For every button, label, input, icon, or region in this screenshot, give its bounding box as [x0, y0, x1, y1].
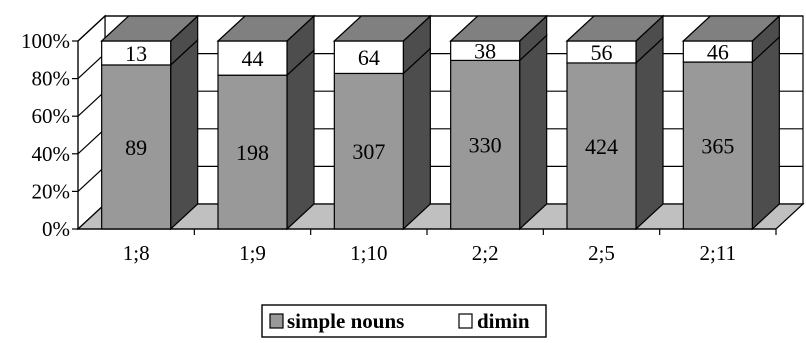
gridline-side — [77, 90, 106, 117]
data-label-dimin: 46 — [707, 40, 729, 65]
bar-top — [681, 15, 781, 42]
bar-group: 307 64 — [332, 14, 432, 231]
y-tick-label: 20% — [32, 179, 71, 203]
x-tick-label: 2;11 — [700, 241, 737, 265]
bar-simple-nouns-side — [286, 48, 315, 231]
gridline-side — [77, 128, 106, 155]
bar-top — [565, 15, 665, 42]
x-tick-label: 2;5 — [588, 241, 615, 265]
x-tick-label: 2;2 — [472, 241, 499, 265]
bar-simple-nouns — [566, 36, 664, 231]
gridline-side — [77, 53, 106, 80]
bar-simple-nouns — [450, 34, 548, 231]
data-label-dimin: 56 — [591, 40, 613, 65]
data-label-simple-nouns: 307 — [352, 139, 385, 164]
legend-swatch-dimin — [458, 313, 473, 329]
data-label-simple-nouns: 89 — [125, 135, 147, 160]
x-axis: 1;8 1;9 1;10 2;2 2;5 2;11 — [78, 228, 777, 265]
bar-simple-nouns-side — [751, 35, 780, 231]
bar-top — [100, 15, 200, 42]
y-tick-label: 60% — [32, 104, 71, 128]
bar-simple-nouns-side — [519, 34, 548, 231]
side-wall — [77, 14, 106, 231]
data-label-dimin: 44 — [242, 46, 264, 71]
bar-dimin — [682, 14, 780, 64]
y-tick-label: 0% — [42, 217, 70, 241]
legend-label-simple-nouns: simple nouns — [287, 309, 404, 333]
bar-dimin — [333, 14, 431, 75]
bar-top — [332, 15, 432, 42]
bar-simple-nouns-front — [101, 64, 172, 230]
x-tick-label: 1;8 — [123, 241, 150, 265]
bar-simple-nouns-front — [217, 74, 288, 230]
gridline-side — [77, 165, 106, 192]
legend: simple nouns dimin — [261, 304, 547, 338]
bar-simple-nouns-side — [170, 38, 199, 231]
y-tick-label: 40% — [32, 142, 71, 166]
bar-group: 198 44 — [216, 14, 316, 231]
y-axis: 0% 20% 40% 60% 80% 100% — [21, 29, 79, 241]
bar-dimin — [217, 14, 315, 77]
y-tick-label: 80% — [32, 67, 71, 91]
bar-top — [449, 15, 549, 42]
bar-group: 365 46 — [681, 14, 781, 231]
data-label-dimin: 13 — [125, 41, 147, 66]
bar-simple-nouns-front — [566, 62, 637, 230]
data-label-dimin: 38 — [474, 39, 496, 64]
bar-dimin-front — [217, 40, 288, 76]
data-label-simple-nouns: 330 — [469, 133, 502, 158]
data-label-simple-nouns: 365 — [701, 134, 734, 159]
bars: 89 13 198 44 307 64 330 38 424 56 365 46 — [100, 14, 781, 231]
bar-simple-nouns — [101, 38, 199, 231]
legend-label-dimin: dimin — [477, 309, 530, 333]
y-tick-label: 100% — [21, 29, 70, 53]
bar-group: 424 56 — [565, 14, 665, 231]
data-label-simple-nouns: 424 — [585, 134, 618, 159]
x-tick-label: 1;10 — [350, 241, 387, 265]
bar-dimin — [450, 14, 548, 62]
gridline-side — [77, 15, 106, 42]
bar-simple-nouns-side — [635, 36, 664, 231]
data-label-simple-nouns: 198 — [236, 140, 269, 165]
legend-box — [261, 304, 547, 338]
bar-dimin-front — [333, 40, 404, 75]
x-tick-label: 1;9 — [239, 241, 266, 265]
data-label-dimin: 64 — [358, 45, 380, 70]
bar-simple-nouns-front — [682, 61, 753, 230]
bar-simple-nouns — [682, 35, 780, 231]
bar-group: 89 13 — [100, 14, 200, 231]
bar-simple-nouns-front — [450, 59, 521, 230]
bar-simple-nouns-side — [402, 47, 431, 231]
bar-top — [216, 15, 316, 42]
bar-group: 330 38 — [449, 14, 549, 231]
legend-swatch-simple-nouns — [269, 313, 284, 329]
